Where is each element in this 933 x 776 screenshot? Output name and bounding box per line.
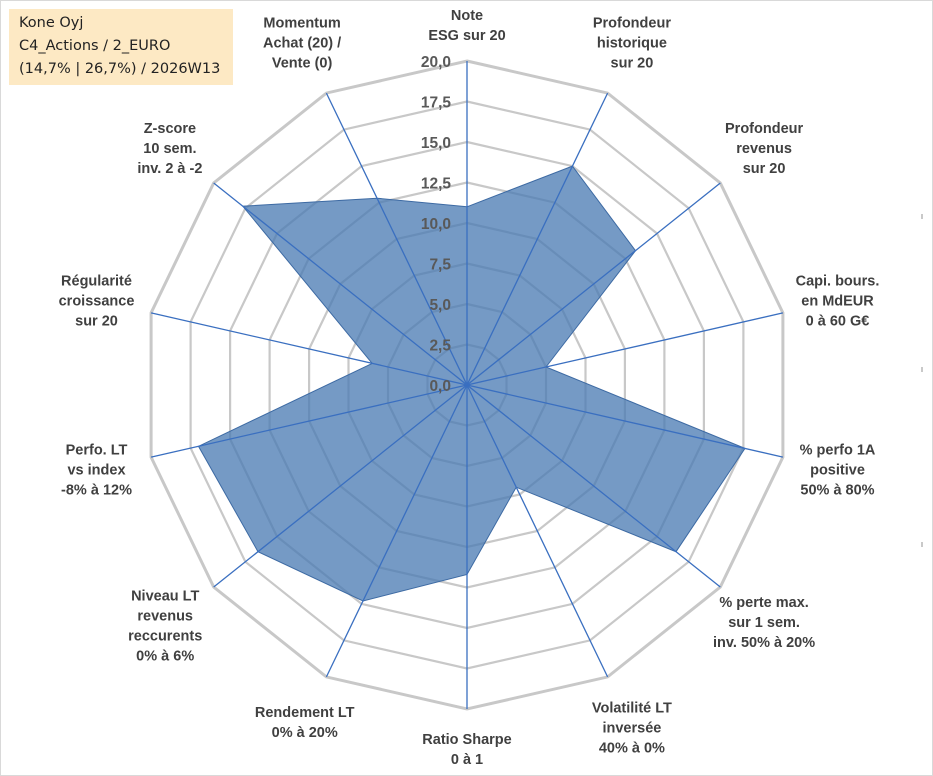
company-name: Kone Oyj (19, 15, 84, 31)
spoke-niveau-lt-revenus (213, 384, 468, 588)
spoke-profondeur-historique (466, 92, 609, 386)
axis-label-note-esg: Note ESG sur 20 (428, 8, 505, 44)
axis-label-profondeur-revenus: Profondeur revenus sur 20 (725, 121, 803, 177)
performance-stats: (14,7% | 26,7%) / 2026W13 (19, 61, 221, 77)
tick-label: 5,0 (429, 297, 451, 314)
axis-label-z-score: Z-score 10 sem. inv. 2 à -2 (137, 121, 202, 177)
tick-label: 20,0 (421, 54, 451, 71)
edge-mark (921, 367, 923, 372)
spoke-rendement-lt (325, 384, 468, 678)
axis-label-perfo-lt-vs-index: Perfo. LT vs index -8% à 12% (61, 443, 132, 499)
edge-mark (921, 214, 923, 219)
axis-label-niveau-lt-revenus: Niveau LT revenus reccurents 0% à 6% (128, 589, 202, 665)
axis-label-regularite-croissance: Régularité croissance sur 20 (59, 273, 135, 329)
tick-label: 10,0 (421, 216, 451, 233)
tick-label: 15,0 (421, 135, 451, 152)
tick-label: 2,5 (429, 338, 451, 355)
axis-label-perfo-1a-positive: % perfo 1A positive 50% à 80% (800, 443, 876, 499)
spoke-momentum (325, 92, 468, 386)
spoke-profondeur-revenus (466, 182, 721, 386)
axis-label-perte-max: % perte max. sur 1 sem. inv. 50% à 20% (713, 595, 815, 651)
axis-label-layer: Note ESG sur 20 Profondeur historique sur 20… (59, 8, 880, 768)
axis-label-momentum: Momentum Achat (20) / Vente (0) (263, 16, 341, 72)
tick-label: 17,5 (421, 95, 452, 112)
axis-label-volatilite-lt: Volatilité LT inversée 40% à 0% (592, 700, 672, 756)
tick-label: 0,0 (429, 378, 451, 395)
spoke-perfo-lt-vs-index (150, 384, 468, 458)
spoke-capi-bours (466, 312, 784, 386)
tick-label: 7,5 (429, 257, 451, 274)
spoke-volatilite-lt (466, 384, 609, 678)
spoke-z-score (213, 182, 468, 386)
spoke-layer (150, 61, 784, 709)
portfolio-name: C4_Actions / 2_EURO (19, 38, 171, 54)
tick-label: 12,5 (421, 176, 452, 193)
info-box: Kone Oyj C4_Actions / 2_EURO (14,7% | 26… (9, 9, 233, 85)
axis-label-profondeur-historique: Profondeur historique sur 20 (593, 16, 671, 72)
spoke-regularite-croissance (150, 312, 468, 386)
edge-mark (921, 542, 923, 547)
axis-label-ratio-sharpe: Ratio Sharpe 0 à 1 (422, 732, 511, 768)
tick-label-layer: 0,0 2,5 5,0 7,5 10,0 12,5 15,0 17,5 20,0 (421, 54, 452, 395)
spoke-perte-max (466, 384, 721, 588)
axis-label-rendement-lt: Rendement LT 0% à 20% (255, 705, 355, 741)
spoke-perfo-1a-positive (466, 384, 784, 458)
axis-label-capi-bours: Capi. bours. en MdEUR 0 à 60 G€ (796, 273, 880, 329)
